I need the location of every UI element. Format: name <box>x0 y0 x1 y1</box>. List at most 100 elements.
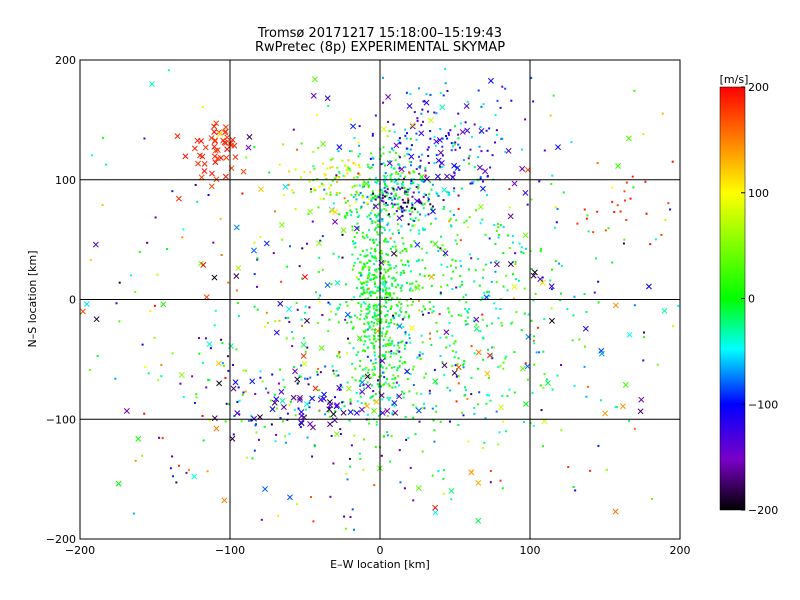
colorbar-tick-label: 100 <box>748 187 769 200</box>
dot-point <box>560 364 563 367</box>
dot-point <box>611 186 614 189</box>
dot-point <box>393 241 396 244</box>
dot-point <box>383 195 386 198</box>
dot-point <box>395 210 398 213</box>
cross-point <box>175 195 182 202</box>
dot-point <box>402 201 405 204</box>
cross-point <box>92 241 99 248</box>
dot-point <box>443 373 446 376</box>
dot-point <box>254 392 257 395</box>
dot-point <box>385 194 388 197</box>
dot-point <box>160 375 163 378</box>
dot-point <box>260 518 263 521</box>
dot-point <box>380 305 383 308</box>
dot-point <box>533 342 536 345</box>
dot-point <box>118 320 121 323</box>
cross-point <box>507 261 514 268</box>
dot-point <box>443 205 446 208</box>
dot-point <box>399 306 402 309</box>
dot-point <box>382 327 385 330</box>
dot-point <box>336 192 339 195</box>
cross-point <box>451 369 458 376</box>
dot-point <box>134 459 137 462</box>
dot-point <box>380 411 383 414</box>
dot-point <box>382 281 385 284</box>
dot-point <box>512 297 515 300</box>
dot-point <box>396 367 399 370</box>
dot-point <box>331 157 334 160</box>
dot-point <box>366 297 369 300</box>
dot-point <box>415 392 418 395</box>
dot-point <box>350 321 353 324</box>
dot-point <box>518 242 521 245</box>
dot-point <box>369 157 372 160</box>
dot-point <box>481 313 484 316</box>
dot-point <box>499 364 502 367</box>
cross-point <box>449 174 456 181</box>
dot-point <box>486 174 489 177</box>
dot-point <box>442 94 445 97</box>
dot-point <box>362 438 365 441</box>
dot-point <box>409 229 412 232</box>
dot-point <box>484 417 487 420</box>
dot-point <box>429 308 432 311</box>
dot-point <box>412 365 415 368</box>
dot-point <box>406 304 409 307</box>
dot-point <box>379 267 382 270</box>
dot-point <box>233 414 236 417</box>
dot-point <box>384 201 387 204</box>
dot-point <box>383 207 386 210</box>
cross-point <box>214 155 221 162</box>
dot-point <box>539 250 542 253</box>
dot-point <box>346 199 349 202</box>
dot-point <box>359 313 362 316</box>
dot-point <box>450 142 453 145</box>
cross-point <box>324 282 331 289</box>
dot-point <box>380 318 383 321</box>
dot-point <box>395 271 398 274</box>
dot-point <box>538 351 541 354</box>
dot-point <box>384 260 387 263</box>
dot-point <box>368 259 371 262</box>
cross-point <box>555 144 561 151</box>
dot-point <box>384 335 387 338</box>
dot-point <box>613 211 616 214</box>
dot-point <box>337 150 340 153</box>
dot-point <box>572 486 575 489</box>
dot-point <box>392 149 395 152</box>
dot-point <box>316 114 319 117</box>
dot-point <box>432 305 435 308</box>
dot-point <box>201 361 204 364</box>
cross-point <box>356 335 363 342</box>
cross-point <box>379 357 386 364</box>
dot-point <box>366 215 369 218</box>
dot-point <box>367 305 370 308</box>
dot-point <box>132 512 135 515</box>
cross-point <box>217 131 224 137</box>
dot-point <box>390 173 393 176</box>
dot-point <box>535 351 538 354</box>
cross-point <box>353 409 360 416</box>
dot-point <box>505 430 508 433</box>
cross-point <box>602 410 609 417</box>
dot-point <box>381 332 384 335</box>
dot-point <box>452 214 455 217</box>
dot-point <box>390 147 393 150</box>
dot-point <box>201 105 204 108</box>
dot-point <box>473 166 476 169</box>
dot-point <box>385 351 388 354</box>
cross-point <box>414 198 420 205</box>
dot-point <box>388 215 391 218</box>
dot-point <box>386 330 389 333</box>
dot-point <box>506 234 509 237</box>
dot-point <box>346 214 349 217</box>
dot-point <box>371 190 374 193</box>
dot-point <box>510 99 513 102</box>
dot-point <box>114 377 117 380</box>
dot-point <box>361 368 364 371</box>
dot-point <box>253 273 256 276</box>
dot-point <box>447 307 450 310</box>
dot-point <box>481 447 484 450</box>
dot-point <box>442 477 445 480</box>
dot-point <box>281 420 284 423</box>
